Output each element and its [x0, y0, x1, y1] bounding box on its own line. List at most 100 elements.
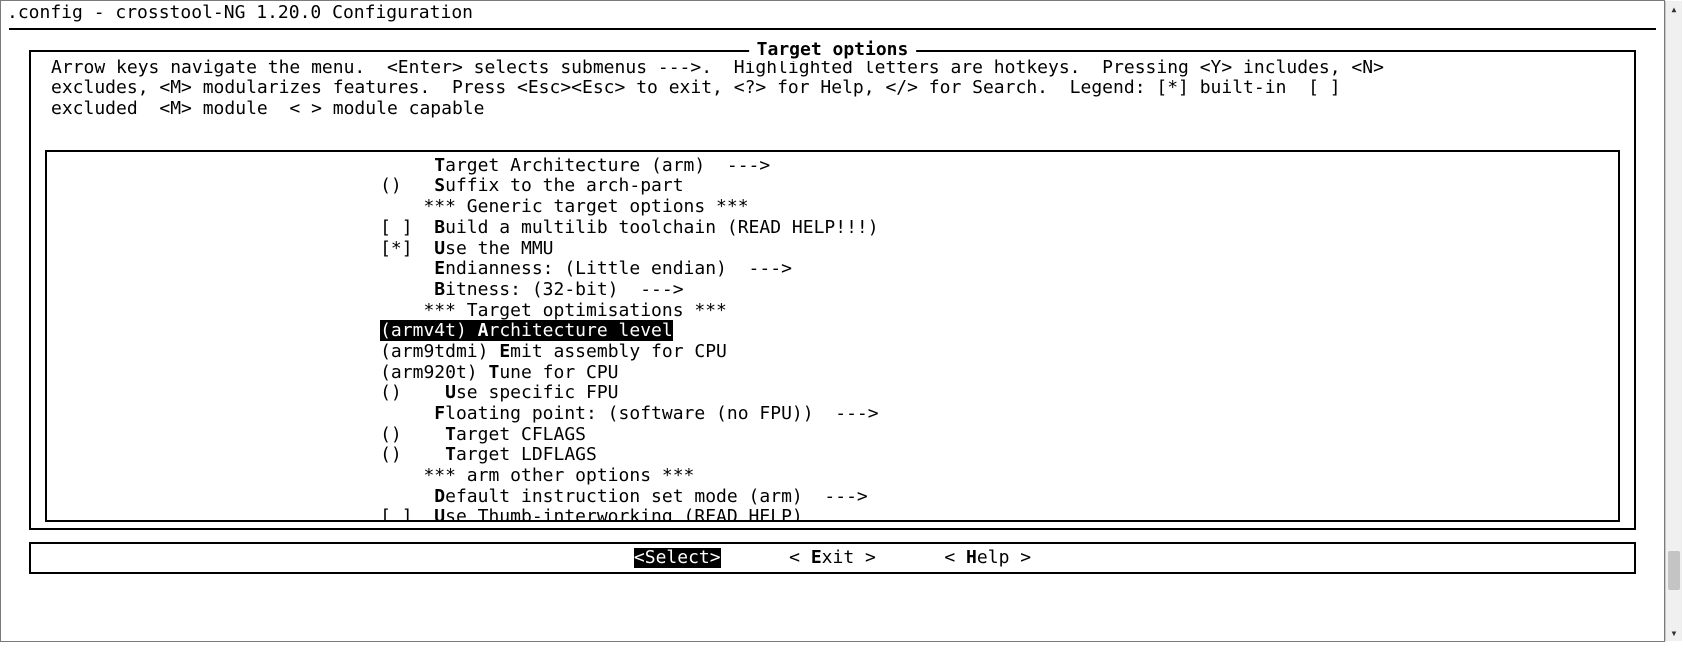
hotkey-char: E	[434, 258, 445, 279]
menu-indent	[55, 197, 380, 218]
scroll-up-arrow-icon[interactable]: ▴	[1666, 1, 1682, 17]
hotkey-char: T	[434, 155, 445, 176]
menu-mark	[380, 156, 423, 177]
hotkey-char: U	[434, 506, 445, 521]
menu-indent	[55, 342, 380, 363]
hotkey-char: D	[434, 486, 445, 507]
hotkey-char: B	[434, 217, 445, 238]
scroll-down-arrow-icon[interactable]: ▾	[1666, 625, 1682, 641]
help-text: Arrow keys navigate the menu. <Enter> se…	[31, 52, 1634, 124]
menu-item[interactable]: () Target CFLAGS	[55, 425, 1610, 446]
hotkey-char: F	[434, 403, 445, 424]
app-window: .config - crosstool-NG 1.20.0 Configurat…	[0, 0, 1665, 642]
menu-item[interactable]: () Suffix to the arch-part	[55, 176, 1610, 197]
menu-item-label: () Target CFLAGS	[380, 424, 586, 445]
button-bar: <Select> < Exit > < Help >	[29, 542, 1636, 575]
hotkey-char: S	[434, 175, 445, 196]
menu-mark: ()	[380, 425, 423, 446]
hotkey-char: H	[966, 547, 977, 568]
menu-list[interactable]: Target Architecture (arm) ---> () Suffix…	[45, 150, 1620, 522]
menu-item[interactable]: Bitness: (32-bit) --->	[55, 280, 1610, 301]
menu-indent	[55, 176, 380, 197]
menu-header: *** Target optimisations ***	[55, 301, 1610, 322]
menu-header-text: *** arm other options ***	[423, 465, 694, 486]
scrollbar-thumb[interactable]	[1668, 551, 1680, 589]
hotkey-char: U	[445, 382, 456, 403]
menu-item-label: [*] Use the MMU	[380, 238, 553, 259]
menu-header: *** Generic target options ***	[55, 197, 1610, 218]
menu-mark	[380, 259, 423, 280]
menu-item-label: () Use specific FPU	[380, 382, 618, 403]
menu-indent	[55, 280, 380, 301]
window-title: .config - crosstool-NG 1.20.0 Configurat…	[1, 1, 1664, 28]
menu-item[interactable]: () Target LDFLAGS	[55, 445, 1610, 466]
menu-indent	[55, 404, 380, 425]
menu-item[interactable]: () Use specific FPU	[55, 383, 1610, 404]
menu-item[interactable]: [ ] Build a multilib toolchain (READ HEL…	[55, 218, 1610, 239]
menu-item[interactable]: Floating point: (software (no FPU)) --->	[55, 404, 1610, 425]
menu-item-label: (arm9tdmi) Emit assembly for CPU	[380, 341, 727, 362]
menu-header-text: *** Generic target options ***	[423, 196, 748, 217]
dialog-button[interactable]: < Exit >	[789, 548, 876, 569]
menu-indent	[55, 466, 380, 487]
hotkey-char: B	[434, 279, 445, 300]
menu-indent	[55, 218, 380, 239]
hotkey-char: U	[434, 238, 445, 259]
menu-item[interactable]: [ ] Use Thumb-interworking (READ HELP)	[55, 507, 1610, 521]
menu-indent	[55, 487, 380, 508]
menu-indent	[55, 383, 380, 404]
menu-item-label: [ ] Build a multilib toolchain (READ HEL…	[380, 217, 879, 238]
help-line: excludes, <M> modularizes features. Pres…	[51, 78, 1614, 99]
menu-mark	[380, 487, 423, 508]
menu-header: *** arm other options ***	[55, 466, 1610, 487]
menu-indent	[55, 321, 380, 342]
menu-indent	[55, 363, 380, 384]
menu-item-label: () Target LDFLAGS	[380, 444, 597, 465]
target-options-panel: Target options Arrow keys navigate the m…	[29, 50, 1636, 530]
menu-mark: ()	[380, 445, 423, 466]
hotkey-char: T	[488, 362, 499, 383]
menu-item-label: Floating point: (software (no FPU)) --->	[380, 403, 879, 424]
hotkey-char: T	[445, 444, 456, 465]
menu-item-label: Bitness: (32-bit) --->	[380, 279, 683, 300]
dialog-button[interactable]: < Help >	[944, 548, 1031, 569]
menu-item-label: () Suffix to the arch-part	[380, 175, 683, 196]
menu-item[interactable]: (arm920t) Tune for CPU	[55, 363, 1610, 384]
panel-title: Target options	[749, 40, 917, 61]
menu-mark: [ ]	[380, 507, 423, 521]
menu-indent	[55, 507, 380, 521]
help-line: Arrow keys navigate the menu. <Enter> se…	[51, 58, 1614, 79]
menu-indent	[55, 239, 380, 260]
menu-indent	[55, 301, 380, 322]
menu-mark	[380, 404, 423, 425]
menu-header-text: *** Target optimisations ***	[423, 300, 726, 321]
menu-item[interactable]: (armv4t) Architecture level	[55, 321, 1610, 342]
menu-item-label: Endianness: (Little endian) --->	[380, 258, 792, 279]
hotkey-char: E	[811, 547, 822, 568]
menu-item[interactable]: Default instruction set mode (arm) --->	[55, 487, 1610, 508]
menu-item-label: Default instruction set mode (arm) --->	[380, 486, 868, 507]
hotkey-char: A	[478, 320, 489, 341]
dialog-button[interactable]: <Select>	[634, 548, 721, 569]
help-line: excluded <M> module < > module capable	[51, 99, 1614, 120]
vertical-scrollbar[interactable]: ▴ ▾	[1665, 1, 1682, 641]
menu-item-label: (arm920t) Tune for CPU	[380, 362, 618, 383]
menu-mark: ()	[380, 383, 423, 404]
menu-indent	[55, 259, 380, 280]
menu-mark: [ ]	[380, 218, 423, 239]
hotkey-char: E	[499, 341, 510, 362]
menu-mark	[380, 280, 423, 301]
title-separator	[9, 28, 1656, 30]
menu-mark: [*]	[380, 239, 423, 260]
menu-item[interactable]: [*] Use the MMU	[55, 239, 1610, 260]
menu-item-label: Target Architecture (arm) --->	[380, 155, 770, 176]
menu-item-label: [ ] Use Thumb-interworking (READ HELP)	[380, 506, 803, 521]
menu-item[interactable]: Endianness: (Little endian) --->	[55, 259, 1610, 280]
menu-mark: ()	[380, 176, 423, 197]
menu-item[interactable]: (arm9tdmi) Emit assembly for CPU	[55, 342, 1610, 363]
menu-item-label: (armv4t) Architecture level	[380, 320, 673, 341]
hotkey-char: T	[445, 424, 456, 445]
menu-indent	[55, 445, 380, 466]
menu-item[interactable]: Target Architecture (arm) --->	[55, 156, 1610, 177]
menu-indent	[55, 425, 380, 446]
